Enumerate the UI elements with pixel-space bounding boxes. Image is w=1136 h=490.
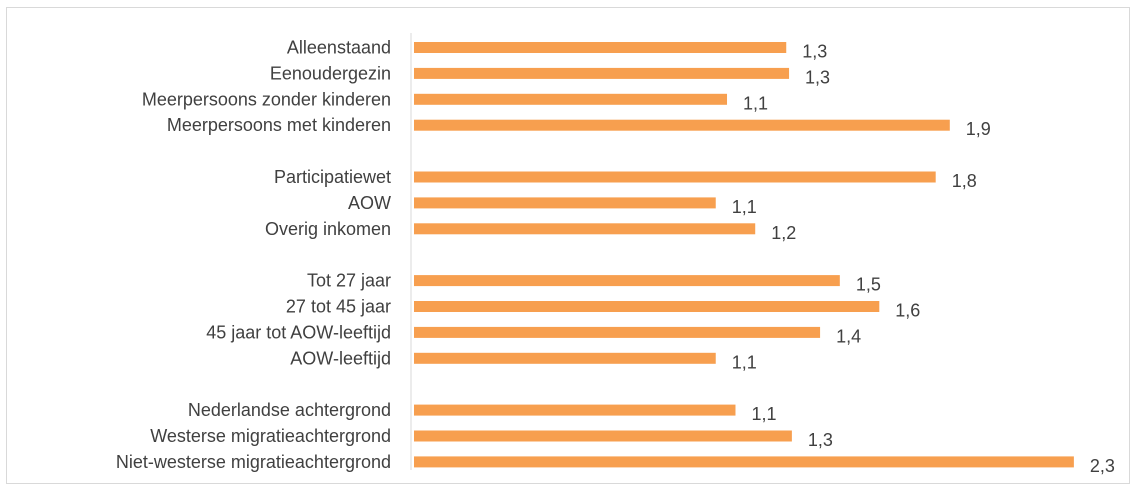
value-label: 2,3	[1090, 456, 1115, 476]
category-label: AOW-leeftijd	[290, 348, 391, 368]
category-label: AOW	[348, 193, 391, 213]
value-label: 1,4	[836, 326, 861, 346]
bar	[414, 275, 840, 287]
category-label: Westerse migratieachtergrond	[150, 426, 391, 446]
category-label: Tot 27 jaar	[307, 271, 391, 291]
value-label: 1,1	[732, 197, 757, 217]
bar	[414, 404, 736, 416]
category-label: Meerpersoons met kinderen	[167, 115, 391, 135]
category-label: 45 jaar tot AOW-leeftijd	[206, 322, 391, 342]
bar	[414, 301, 880, 312]
value-label: 1,5	[856, 275, 881, 295]
value-label: 1,8	[952, 171, 977, 191]
bar	[414, 352, 716, 364]
bar	[414, 326, 821, 338]
value-label: 1,1	[743, 93, 768, 113]
value-label: 1,2	[771, 223, 796, 243]
value-label: 1,3	[808, 430, 833, 450]
bar	[414, 456, 1074, 468]
value-label: 1,3	[802, 42, 827, 62]
bar	[414, 197, 716, 209]
chart-frame	[6, 7, 1130, 484]
category-label: Eenoudergezin	[270, 63, 391, 83]
value-label: 1,6	[895, 301, 920, 321]
bar	[414, 67, 790, 79]
bar	[414, 223, 756, 235]
category-label: Participatiewet	[274, 167, 391, 187]
category-label: Alleenstaand	[287, 38, 391, 58]
category-label: Meerpersoons zonder kinderen	[142, 89, 391, 109]
bar-series: Alleenstaand 1,3 Eenoudergezin 1,3 Meerperso…	[116, 38, 1115, 476]
category-label: 27 tot 45 jaar	[286, 297, 391, 317]
value-label: 1,3	[805, 67, 830, 87]
bar	[414, 42, 787, 53]
category-label: Niet-westerse migratieachtergrond	[116, 452, 391, 472]
category-label: Overig inkomen	[265, 219, 391, 239]
category-label: Nederlandse achtergrond	[188, 400, 391, 420]
value-label: 1,1	[732, 352, 757, 372]
value-label: 1,9	[966, 119, 991, 139]
bar	[414, 171, 936, 183]
bar	[414, 119, 950, 131]
bar	[414, 93, 728, 105]
value-label: 1,1	[751, 404, 776, 424]
bar	[414, 430, 792, 442]
